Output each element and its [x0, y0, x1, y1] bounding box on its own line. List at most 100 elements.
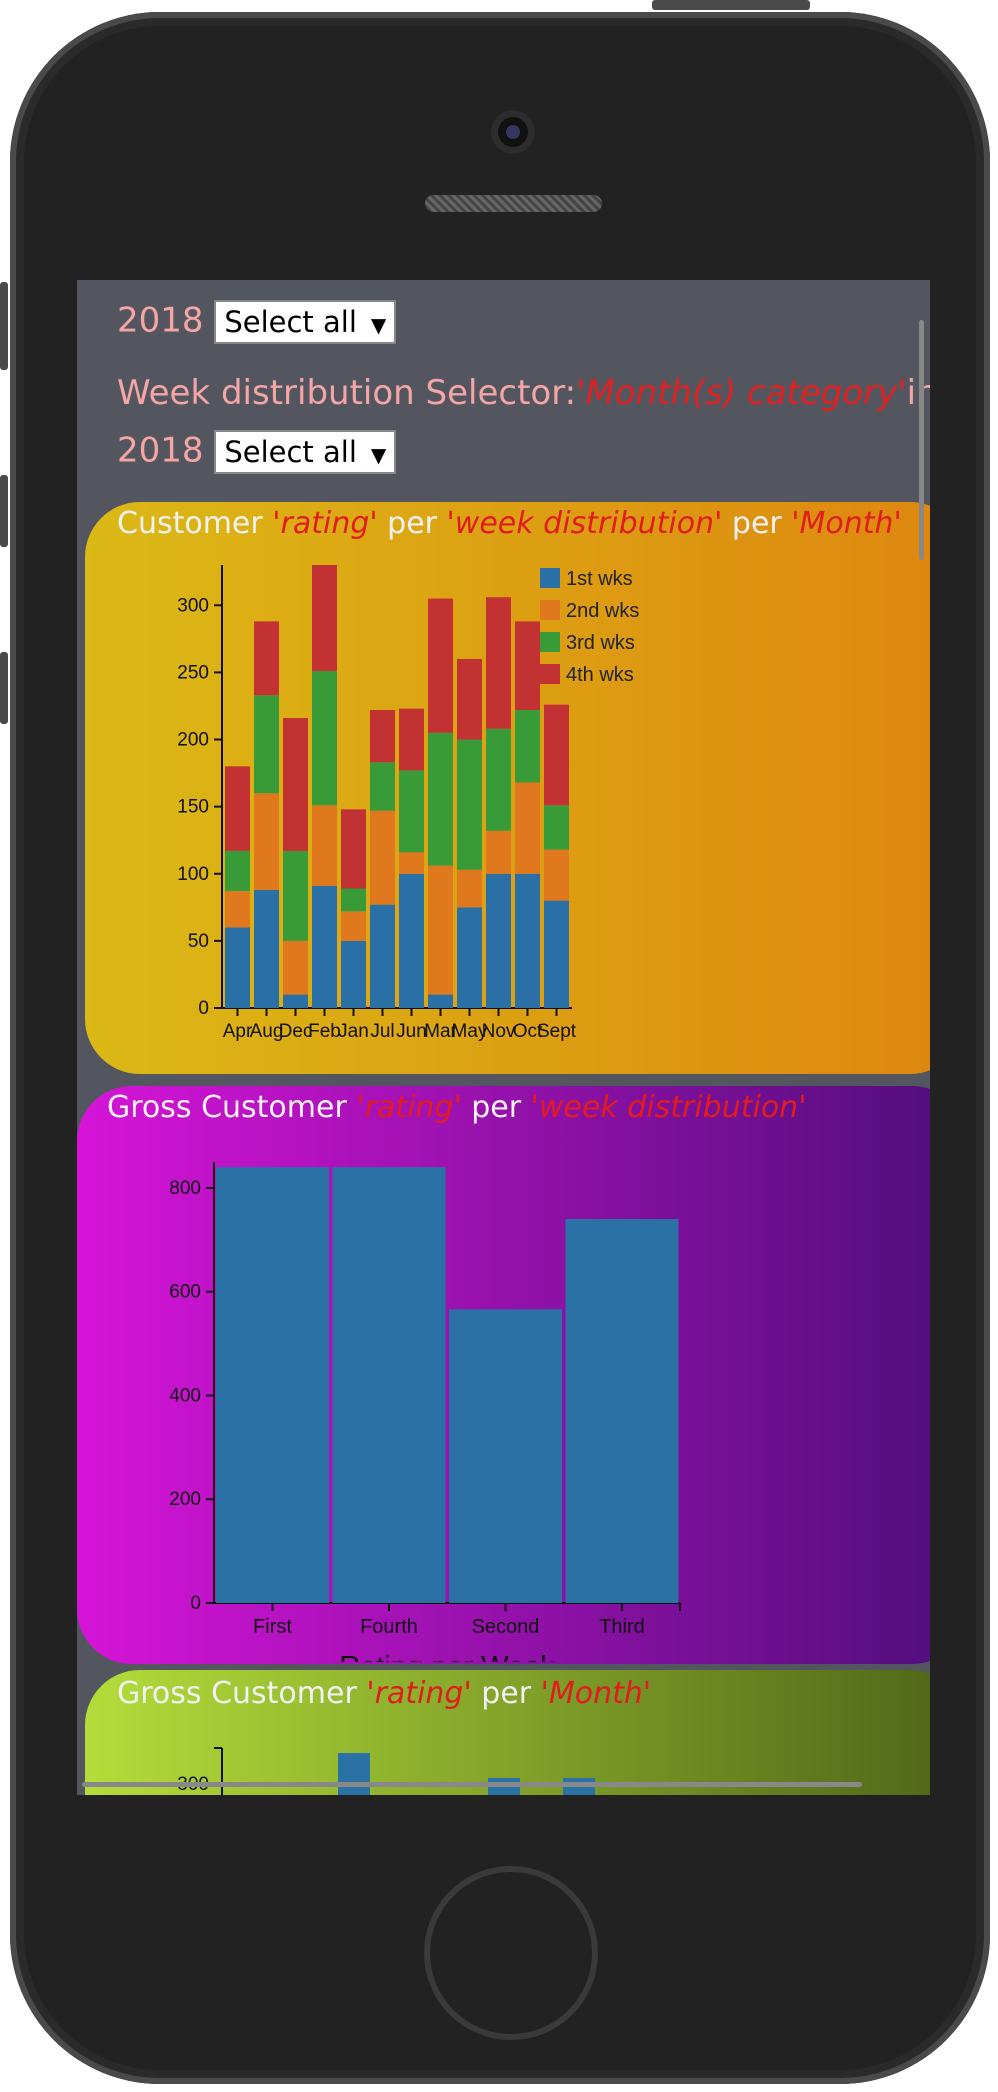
volume-up-button — [0, 475, 8, 547]
bar-segment — [225, 891, 250, 928]
bar-segment — [341, 809, 366, 889]
bar-segment — [399, 873, 424, 1008]
bar-segment — [225, 850, 250, 892]
bar-segment — [341, 888, 366, 912]
bar-segment — [399, 708, 424, 771]
x-tick-label: Third — [599, 1616, 645, 1638]
bar-segment — [544, 805, 569, 850]
x-tick-label: Oct — [513, 1021, 543, 1042]
card-title: Gross Customer 'rating' per 'Month' — [117, 1676, 652, 1711]
bar-segment — [515, 782, 540, 874]
bar-segment — [341, 940, 366, 1008]
y-tick-label: 200 — [177, 730, 209, 751]
y-tick-label: 200 — [169, 1489, 201, 1510]
home-button[interactable] — [430, 1872, 592, 2034]
bar — [216, 1167, 329, 1603]
power-button — [652, 0, 810, 10]
bar-segment — [486, 597, 511, 729]
bar-segment — [486, 830, 511, 874]
bar-segment — [486, 873, 511, 1008]
x-tick-label: May — [452, 1021, 488, 1042]
dropdown-arrow-icon: ▼ — [370, 443, 387, 467]
x-tick-label: First — [253, 1616, 292, 1638]
legend-swatch — [540, 664, 560, 684]
legend-swatch — [540, 600, 560, 620]
earpiece-speaker — [425, 195, 602, 212]
dropdown-arrow-icon: ▼ — [370, 313, 387, 337]
bar-segment — [254, 889, 279, 1008]
week-selector-label: Week distribution Selector: — [117, 373, 577, 413]
x-tick-label: Fourth — [360, 1616, 418, 1638]
y-tick-label: 600 — [169, 1282, 201, 1303]
bar-segment — [312, 671, 337, 806]
y-tick-label: 0 — [190, 1593, 201, 1614]
bar — [449, 1309, 562, 1603]
card-title: Gross Customer 'rating' per 'week distri… — [107, 1090, 807, 1125]
week-selector-year: 2018 — [117, 430, 204, 471]
bar-segment — [486, 728, 511, 831]
week-selector-label-row: Week distribution Selector:'Month(s) cat… — [117, 373, 930, 413]
week-selector-in: in — [907, 373, 930, 413]
legend-swatch — [540, 632, 560, 652]
bar-segment — [544, 704, 569, 806]
gross-month-rating-card: Gross Customer 'rating' per 'Month' 300 — [85, 1670, 930, 1795]
week-selector-highlight: 'Month(s) category' — [576, 373, 907, 413]
bar-segment — [544, 900, 569, 1008]
bar — [338, 1753, 370, 1795]
x-tick-label: Second — [472, 1616, 540, 1638]
bar-segment — [428, 865, 453, 995]
bar-segment — [370, 762, 395, 811]
bar — [332, 1167, 446, 1603]
month-selector-row: 2018 Select all ▼ — [117, 300, 397, 344]
week-select-value: Select all — [224, 435, 357, 469]
bar-segment — [399, 852, 424, 874]
y-tick-label: 400 — [169, 1385, 201, 1406]
x-axis-label: Rating per Week — [339, 1651, 555, 1662]
bar-segment — [544, 849, 569, 901]
x-tick-label: Aug — [250, 1021, 284, 1042]
bar-segment — [457, 658, 482, 740]
y-tick-label: 150 — [177, 797, 209, 818]
x-tick-label: Dec — [279, 1021, 313, 1042]
bar-segment — [312, 805, 337, 886]
y-tick-label: 800 — [169, 1178, 201, 1199]
browser-viewport: 2018 Select all ▼ Week distribution Selec… — [77, 280, 930, 1795]
y-tick-label: 300 — [177, 595, 209, 616]
horizontal-scrollbar[interactable] — [82, 1782, 862, 1787]
legend-label: 1st wks — [566, 568, 633, 590]
monthly-week-rating-card: Customer 'rating' per 'week distribution… — [85, 502, 930, 1074]
bar-segment — [341, 911, 366, 941]
legend-label: 3rd wks — [566, 632, 635, 654]
legend-label: 2nd wks — [566, 600, 639, 622]
bar-segment — [428, 994, 453, 1008]
bar-segment — [283, 940, 308, 995]
x-tick-label: Nov — [482, 1021, 516, 1042]
bar-segment — [370, 904, 395, 1008]
x-tick-label: Jul — [370, 1021, 394, 1042]
x-tick-label: Sept — [537, 1021, 577, 1042]
front-camera — [491, 110, 535, 154]
bar-segment — [457, 907, 482, 1008]
card-title: Customer 'rating' per 'week distribution… — [117, 506, 902, 541]
y-tick-label: 0 — [198, 998, 209, 1019]
bar-segment — [428, 732, 453, 866]
bar-segment — [399, 770, 424, 853]
bar-segment — [283, 850, 308, 941]
month-select-dropdown[interactable]: Select all ▼ — [214, 300, 397, 344]
week-select-dropdown[interactable]: Select all ▼ — [214, 430, 397, 474]
bar-segment — [515, 873, 540, 1008]
month-select-value: Select all — [224, 305, 357, 339]
mute-switch — [0, 282, 8, 370]
x-tick-label: Apr — [223, 1021, 253, 1042]
y-tick-label: 100 — [177, 864, 209, 885]
week-selector-row: 2018 Select all ▼ — [117, 430, 397, 474]
bar-segment — [312, 885, 337, 1008]
legend-swatch — [540, 568, 560, 588]
x-tick-label: Mar — [424, 1021, 457, 1042]
x-tick-label: Jan — [338, 1021, 369, 1042]
bar-segment — [225, 927, 250, 1008]
vertical-scrollbar[interactable] — [919, 320, 924, 560]
bar-segment — [312, 565, 337, 672]
bar-segment — [457, 739, 482, 870]
